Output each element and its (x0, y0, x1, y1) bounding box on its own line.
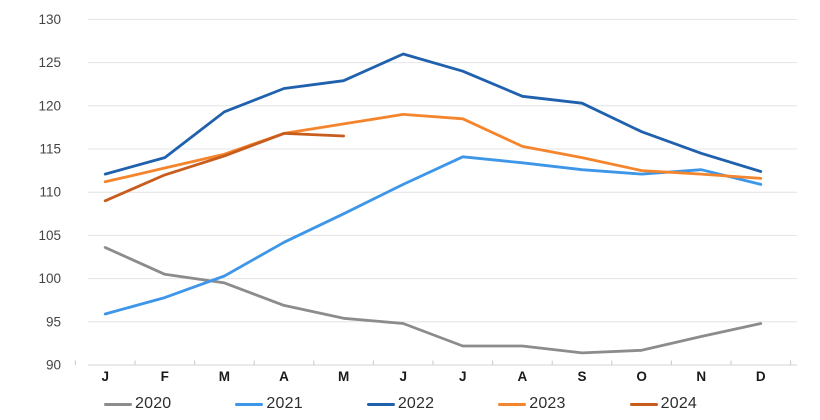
legend-label: 2024 (660, 395, 698, 412)
y-axis-tick-label: 105 (38, 228, 61, 243)
chart-legend: 2020 2021 2022 2023 2024 (0, 392, 820, 416)
y-axis-tick-label: 125 (38, 55, 61, 70)
y-axis-tick-label: 115 (39, 142, 61, 157)
chart-canvas: 130 125 120 115 110 105 100 95 90 J F M A M J J A S O N D (38, 12, 797, 384)
y-axis-tick-label: 100 (38, 271, 61, 286)
legend-item-2024: 2024 (629, 395, 698, 413)
legend-swatch-icon (235, 402, 264, 406)
y-axis-tick-label: 90 (46, 358, 61, 373)
legend-label: 2021 (266, 395, 303, 412)
x-axis-month-label: S (577, 369, 586, 384)
legend-label: 2022 (397, 395, 435, 412)
legend-label: 2023 (529, 395, 566, 412)
x-axis-month-label: J (459, 369, 467, 384)
x-axis-month-label: A (279, 369, 289, 384)
legend-swatch-icon (366, 402, 395, 406)
x-axis-month-label: J (101, 369, 109, 384)
y-axis-tick-label: 110 (39, 185, 61, 200)
x-axis-month-label: M (338, 369, 349, 384)
y-axis-tick-label: 120 (38, 98, 61, 113)
series-line-2024 (103, 131, 346, 203)
y-axis-tick-label: 130 (38, 12, 61, 27)
legend-item-2022: 2022 (366, 395, 435, 413)
x-axis-month-label: M (219, 369, 230, 384)
x-axis-month-label: F (161, 369, 169, 384)
series-line-2020 (103, 246, 763, 355)
x-axis-month-label: O (636, 369, 647, 384)
series-line-2021 (103, 155, 763, 316)
legend-label: 2020 (135, 395, 172, 412)
legend-item-2021: 2021 (235, 395, 303, 413)
x-axis-month-label: N (696, 369, 706, 384)
x-axis-month-label: J (399, 369, 407, 384)
y-axis-tick-label: 95 (46, 314, 61, 329)
series-line-2023 (103, 113, 763, 184)
legend-swatch-icon (498, 402, 527, 406)
legend-swatch-icon (104, 402, 132, 406)
x-axis-month-label: A (518, 369, 528, 384)
series-line-2022 (103, 52, 763, 176)
legend-swatch-icon (629, 402, 658, 406)
line-chart: 130 125 120 115 110 105 100 95 90 J F M A M J J A S O N D (38, 12, 797, 384)
legend-item-2023: 2023 (498, 395, 565, 413)
x-axis-month-label: D (756, 369, 766, 384)
legend-item-2020: 2020 (104, 395, 171, 413)
